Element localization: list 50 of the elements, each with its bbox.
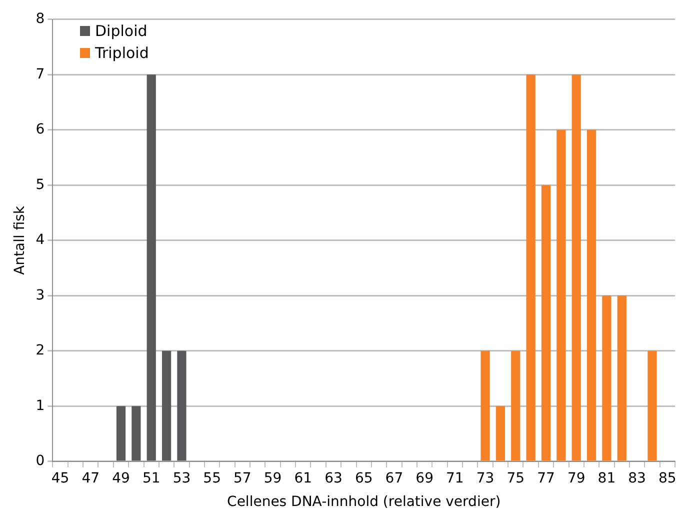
x-tick-label: 59 (264, 470, 282, 486)
y-tick-label: 0 (36, 453, 45, 470)
x-tick-label: 57 (234, 470, 252, 486)
bar (480, 350, 490, 461)
x-tick-label: 53 (172, 470, 191, 486)
x-tick-label: 61 (294, 470, 312, 486)
x-tick-label: 69 (416, 470, 434, 486)
x-tick-label: 63 (324, 470, 342, 486)
x-tick-label: 85 (658, 470, 676, 486)
x-tick-label: 73 (476, 470, 494, 486)
legend-label: Triploid (95, 43, 149, 64)
x-tick-label: 83 (628, 470, 646, 486)
bar (146, 74, 156, 461)
bar (177, 350, 186, 461)
bar (648, 350, 657, 461)
y-tick-label: 6 (36, 122, 45, 138)
y-tick-label: 2 (36, 342, 45, 359)
bar (162, 350, 172, 461)
y-tick-label: 3 (36, 287, 45, 304)
y-tick-label: 8 (36, 11, 45, 28)
bar (556, 130, 566, 461)
x-tick-label: 81 (598, 470, 616, 486)
x-tick-label: 49 (112, 470, 130, 486)
x-tick-label: 67 (385, 470, 404, 486)
x-tick-label: 55 (203, 470, 221, 486)
y-axis-title: Antall fisk (12, 205, 28, 275)
x-tick-label: 79 (567, 470, 586, 486)
bar (511, 350, 520, 461)
y-tick-label: 4 (36, 232, 45, 248)
x-tick-label: 77 (537, 470, 555, 486)
x-axis-title: Cellenes DNA-innhold (relative verdier) (227, 494, 501, 510)
legend-label: Diploid (95, 21, 148, 42)
bar (541, 185, 551, 461)
bar (496, 406, 506, 461)
bar (586, 130, 596, 461)
x-tick-label: 51 (142, 470, 160, 486)
bar (617, 296, 626, 461)
bar (132, 406, 141, 461)
x-tick-label: 75 (506, 470, 525, 486)
y-tick-label: 1 (36, 398, 45, 414)
x-tick-label: 45 (51, 470, 70, 486)
bar (526, 74, 536, 461)
bar (602, 296, 612, 461)
bar (572, 74, 581, 461)
x-tick-label: 65 (354, 470, 373, 486)
bar (116, 406, 126, 461)
y-tick-label: 7 (36, 66, 45, 82)
x-tick-label: 71 (446, 470, 464, 486)
y-tick-label: 5 (36, 176, 45, 193)
x-tick-label: 47 (82, 470, 100, 486)
